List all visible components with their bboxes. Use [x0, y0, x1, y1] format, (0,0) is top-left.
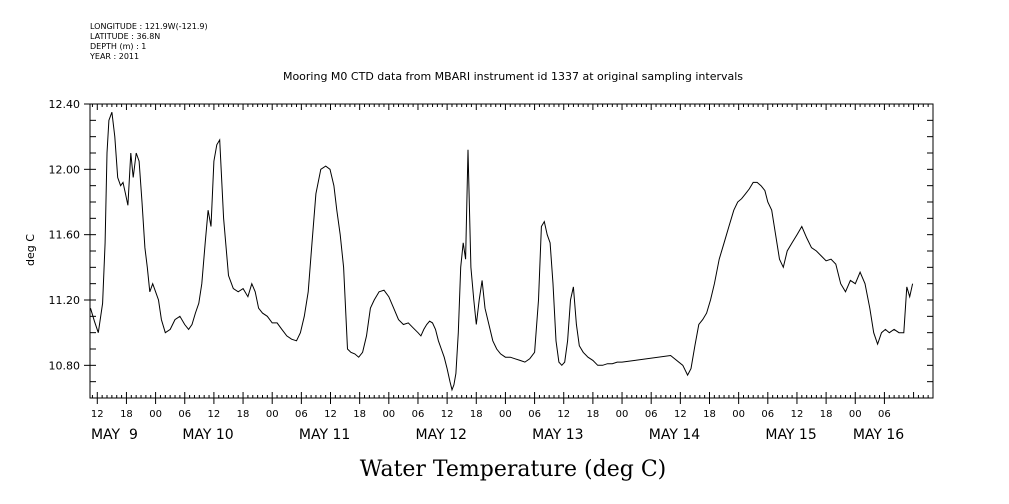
x-hour-label: 00: [849, 409, 862, 420]
meta-year: YEAR : 2011: [90, 52, 140, 61]
x-hour-label: 06: [761, 409, 774, 420]
x-day-label: MAY 16: [853, 427, 904, 443]
x-hour-label: 00: [266, 409, 279, 420]
x-day-label: MAY 13: [532, 427, 583, 443]
x-hour-label: 12: [208, 409, 221, 420]
x-day-label: MAY 9: [91, 427, 138, 443]
x-hour-label: 12: [441, 409, 454, 420]
meta-longitude: LONGITUDE : 121.9W(-121.9): [90, 22, 208, 31]
x-day-label: MAY 11: [299, 427, 350, 443]
x-hour-label: 06: [528, 409, 541, 420]
x-hour-label: 12: [791, 409, 804, 420]
x-hour-label: 18: [120, 409, 133, 420]
x-hour-label: 00: [732, 409, 745, 420]
x-day-label: MAY 15: [765, 427, 816, 443]
y-axis: 12.40 12.00 11.60 11.20 10.80: [49, 98, 933, 399]
y-tick-label: 12.40: [49, 98, 81, 111]
metadata-block: LONGITUDE : 121.9W(-121.9) LATITUDE : 36…: [90, 22, 208, 62]
x-hour-label: 18: [703, 409, 716, 420]
x-hour-label: 06: [878, 409, 891, 420]
x-hour-label: 00: [382, 409, 395, 420]
x-hour-label: 12: [91, 409, 104, 420]
y-tick-label: 11.60: [49, 229, 81, 242]
x-axis-label: Water Temperature (deg C): [360, 457, 667, 482]
x-hour-label: 18: [353, 409, 366, 420]
x-hour-label: 06: [645, 409, 658, 420]
x-day-label: MAY 14: [649, 427, 700, 443]
x-hour-label: 06: [178, 409, 191, 420]
x-hour-label: 00: [499, 409, 512, 420]
x-hour-label: 00: [149, 409, 162, 420]
chart-title: Mooring M0 CTD data from MBARI instrumen…: [283, 70, 743, 83]
meta-depth: DEPTH (m) : 1: [90, 42, 147, 51]
x-hour-label: 06: [412, 409, 425, 420]
y-tick-label: 11.20: [49, 294, 81, 307]
x-day-label: MAY 12: [416, 427, 467, 443]
x-hour-label: 12: [674, 409, 687, 420]
x-hour-label: 18: [820, 409, 833, 420]
x-hour-label: 12: [557, 409, 570, 420]
x-hour-label: 12: [324, 409, 337, 420]
x-hour-label: 06: [295, 409, 308, 420]
x-axis: 12 18 00 06 12 18 00 06 12 18 00 06 12 18 00 06 12 18 00 06…: [91, 104, 929, 443]
y-tick-label: 12.00: [49, 163, 81, 176]
x-hour-label: 18: [587, 409, 600, 420]
x-day-label: MAY 10: [182, 427, 233, 443]
series-line-water-temperature: [90, 112, 914, 392]
x-hour-label: 18: [237, 409, 250, 420]
y-tick-label: 10.80: [49, 359, 81, 372]
y-axis-label: deg C: [24, 234, 37, 266]
x-hour-label: 00: [616, 409, 629, 420]
x-hour-label: 18: [470, 409, 483, 420]
meta-latitude: LATITUDE : 36.8N: [90, 32, 161, 41]
